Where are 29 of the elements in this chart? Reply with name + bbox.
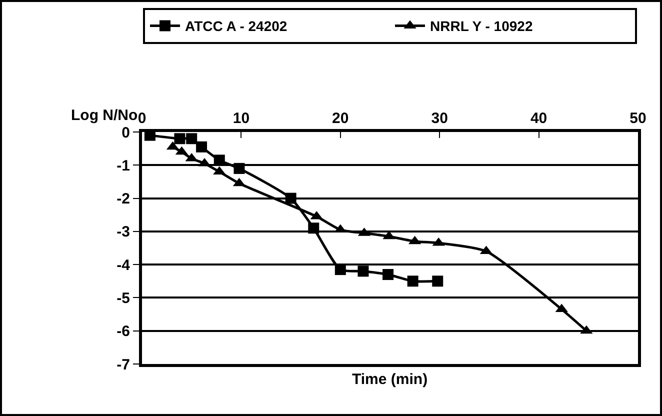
y-axis-title: Log N/No	[71, 107, 138, 124]
point	[334, 264, 346, 276]
x-tick-label: 50	[630, 110, 646, 127]
legend-label: ATCC A - 24202	[185, 18, 288, 34]
y-tick-label: -5	[116, 290, 130, 307]
x-tick-label: 20	[332, 110, 349, 127]
x-tick-label: 10	[232, 110, 250, 127]
point	[196, 141, 208, 152]
y-tick-label: -3	[116, 224, 130, 241]
y-tick-label: -7	[116, 356, 130, 374]
x-tick-label: 40	[530, 110, 548, 127]
y-tick-label: -4	[116, 256, 131, 274]
y-tick-label: -1	[116, 157, 130, 174]
point	[358, 266, 369, 277]
y-tick-label: 0	[122, 124, 130, 142]
x-tick-label: 0	[138, 110, 146, 127]
point	[186, 133, 198, 144]
point	[432, 276, 444, 287]
x-axis-title: Time (min)	[352, 371, 428, 388]
point	[234, 162, 245, 174]
point	[407, 276, 418, 287]
legend-label: NRRL Y - 10922	[430, 18, 533, 34]
point	[285, 192, 296, 204]
y-tick-label: -2	[116, 190, 130, 208]
y-tick-label: -6	[116, 323, 130, 340]
point	[174, 133, 186, 144]
point	[382, 269, 394, 280]
point	[308, 222, 320, 234]
x-tick-label: 30	[431, 110, 448, 127]
